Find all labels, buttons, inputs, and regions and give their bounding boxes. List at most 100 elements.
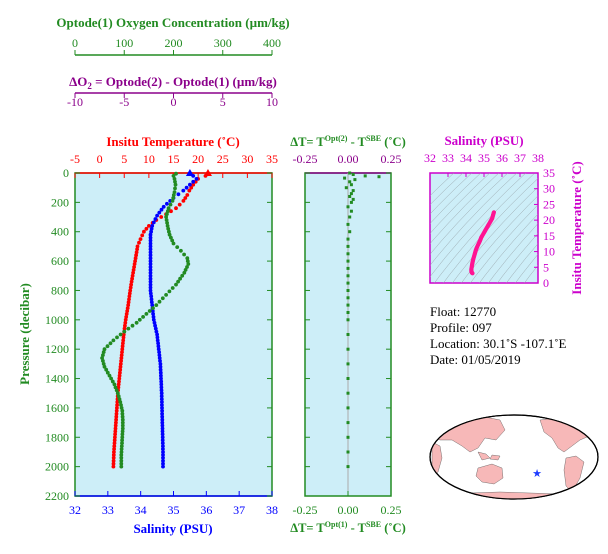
salinity-point: [149, 300, 154, 305]
density-contour: [430, 173, 482, 224]
temperature-point: [112, 447, 116, 451]
delta-o2-tick-label: 0: [171, 95, 177, 109]
pressure-tick-label: 400: [51, 225, 69, 239]
temperature-point: [126, 303, 131, 307]
salinity-point: [181, 188, 186, 193]
oxygen-point: [120, 432, 125, 437]
salinity-point: [161, 464, 165, 469]
oxygen-point: [119, 453, 124, 457]
oxygen-point: [119, 406, 124, 410]
salinity-point: [148, 262, 153, 266]
oxygen-point: [157, 299, 162, 304]
pressure-tick-label: 800: [51, 283, 69, 297]
salinity-point: [159, 379, 164, 384]
salinity-point: [148, 276, 153, 281]
temperature-point: [181, 199, 186, 203]
salinity-point: [159, 382, 164, 387]
temperature-point: [127, 297, 131, 302]
dt-point: [346, 406, 350, 410]
dt-point: [346, 311, 350, 314]
oxygen-tick-label: 300: [214, 36, 232, 50]
temperature-point: [135, 244, 140, 249]
ts-temperature-tick-label: 0: [543, 276, 549, 290]
pressure-tick-label: 1200: [45, 342, 69, 356]
temperature-point: [120, 344, 125, 349]
oxygen-point: [168, 202, 173, 207]
dt-point: [346, 421, 350, 425]
oxygen-point: [111, 338, 116, 343]
pressure-tick-label: 200: [51, 195, 69, 209]
temperature-tick-label: 20: [192, 152, 204, 166]
temperature-tick-label: 15: [168, 152, 180, 166]
salinity-point: [160, 400, 164, 404]
salinity-point: [155, 332, 160, 337]
oxygen-tick-label: 0: [72, 36, 78, 50]
temperature-point: [128, 288, 133, 293]
temperature-point: [111, 455, 116, 460]
temperature-axis-label: Insitu Temperature (˚C): [106, 134, 239, 149]
temperature-point: [113, 426, 118, 431]
salinity-point: [161, 204, 166, 209]
salinity-point: [161, 444, 165, 448]
salinity-point: [160, 417, 165, 422]
dt-point: [346, 391, 350, 395]
dt-point: [351, 197, 355, 201]
oxygen-point: [147, 309, 152, 313]
oxygen-point: [165, 221, 170, 225]
dt-point: [349, 183, 353, 187]
oxygen-point: [185, 256, 190, 261]
oxygen-point: [182, 252, 187, 257]
salinity-point: [148, 238, 153, 243]
oxygen-point: [164, 218, 169, 222]
salinity-point: [161, 447, 165, 451]
salinity-point: [159, 391, 164, 396]
oxygen-point: [116, 394, 121, 399]
oxygen-point: [165, 209, 170, 214]
temperature-point: [119, 353, 124, 357]
salinity-point: [159, 373, 163, 378]
pressure-tick-label: 1800: [45, 430, 69, 444]
temperature-point: [130, 273, 135, 278]
salinity-point: [156, 347, 161, 352]
temperature-point: [134, 250, 139, 255]
oxygen-point: [173, 182, 178, 187]
salinity-point: [159, 388, 164, 393]
oxygen-point: [173, 186, 177, 191]
temperature-point: [114, 408, 119, 413]
oxygen-point: [166, 206, 171, 211]
salinity-point: [150, 224, 155, 228]
temperature-point: [177, 202, 182, 207]
density-contour: [514, 253, 538, 283]
dt-point: [346, 377, 350, 380]
density-contour: [430, 173, 509, 255]
dt-bottom-axis-label: ΔT= TOpt(1) - TSBE (˚C): [290, 520, 406, 535]
temperature-point: [131, 268, 136, 272]
ts-temperature-tick-label: 5: [543, 260, 549, 274]
salinity-point: [148, 241, 153, 246]
location-map: ★: [429, 414, 599, 500]
salinity-point: [158, 364, 163, 369]
oxygen-point: [186, 262, 191, 266]
temperature-tick-label: -5: [70, 152, 80, 166]
pressure-tick-label: 600: [51, 254, 69, 268]
temperature-point: [111, 453, 116, 457]
oxygen-point: [137, 317, 142, 322]
salinity-point: [160, 406, 164, 410]
temperature-point: [114, 417, 118, 422]
dt-point: [346, 205, 350, 209]
salinity-point: [161, 450, 165, 454]
salinity-point: [157, 210, 162, 215]
salinity-point: [149, 229, 154, 234]
oxygen-point: [119, 464, 124, 469]
oxygen-point: [107, 373, 112, 378]
salinity-point: [160, 403, 164, 407]
temperature-point: [121, 341, 125, 346]
temperature-point: [135, 247, 140, 252]
salinity-point: [148, 291, 153, 296]
oxygen-point: [113, 385, 118, 390]
temperature-point: [118, 362, 123, 366]
salinity-point: [156, 344, 161, 349]
salinity-point: [155, 335, 160, 340]
dt-bottom-tick-label: 0.25: [381, 503, 402, 517]
oxygen-tick-label: 400: [263, 36, 281, 50]
